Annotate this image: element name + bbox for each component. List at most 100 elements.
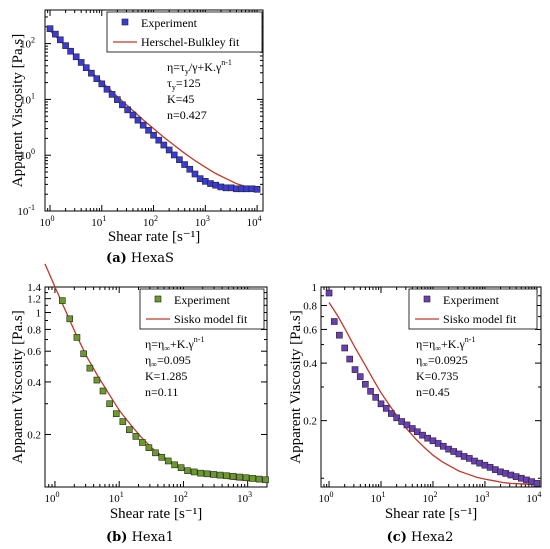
chart-panel-b: 100 101 102 103 0.2 0.4 0.6 0.8 11.21.4 Shear rat… <box>10 263 269 545</box>
data-point <box>67 47 74 55</box>
model-annotation-line: η=η∞+K.γn-1 <box>145 335 204 353</box>
data-point <box>184 467 191 474</box>
legend: Experiment Sisko model fit <box>408 288 538 330</box>
fit-line-series <box>328 302 537 486</box>
data-point <box>362 380 369 388</box>
x-tick-label: 100 <box>44 490 59 505</box>
data-point <box>152 449 159 457</box>
data-point <box>242 474 250 482</box>
data-point <box>82 64 90 71</box>
data-point <box>139 439 146 446</box>
data-point <box>134 116 142 124</box>
legend-label-fit: Sisko model fit <box>174 312 248 326</box>
data-point <box>160 141 168 149</box>
y-tick-label: 0.2 <box>27 429 41 441</box>
data-point <box>93 376 101 384</box>
model-annotation-line: η∞=0.0925 <box>416 353 468 369</box>
y-axis-title: Apparent Viscosity [Pa.s] <box>10 310 26 463</box>
data-point <box>346 355 354 363</box>
data-point <box>382 405 390 412</box>
data-point <box>170 151 178 159</box>
data-point <box>150 131 157 139</box>
data-point <box>72 53 80 61</box>
data-point <box>197 469 204 477</box>
data-point <box>403 421 411 429</box>
y-tick-label: 0.6 <box>303 324 317 336</box>
model-annotation-line: n=0.45 <box>416 385 450 399</box>
x-tick-label: 102 <box>422 490 437 505</box>
x-axis-title: Shear rate [s⁻¹] <box>108 229 200 245</box>
y-tick-label: 100 <box>20 147 35 162</box>
data-point <box>145 126 152 134</box>
data-point <box>223 472 230 480</box>
panel-caption: (b) Hexa1 <box>106 530 174 545</box>
data-point <box>86 364 94 372</box>
data-point <box>80 350 87 358</box>
legend-label-fit: Herschel-Bulkley fit <box>141 35 240 49</box>
legend-box <box>106 11 263 53</box>
data-point <box>351 366 359 373</box>
legend-label-experiment: Experiment <box>174 293 231 307</box>
x-tick-label: 100 <box>319 490 334 505</box>
data-point <box>393 414 400 422</box>
data-point <box>253 185 261 193</box>
model-annotation-line: η=τy/γ+K.γn-1 <box>167 58 232 76</box>
data-point <box>139 121 147 129</box>
data-point <box>119 101 126 109</box>
x-tick-label: 100 <box>40 214 55 229</box>
data-point <box>325 289 333 297</box>
y-tick-label: 10-1 <box>17 203 35 218</box>
data-point <box>177 464 185 472</box>
model-annotation-line: K=0.735 <box>416 369 458 383</box>
plot-frame <box>44 286 268 488</box>
data-point <box>119 418 127 425</box>
y-tick-label: 0.4 <box>303 358 317 370</box>
data-point <box>181 161 188 168</box>
x-tick-label: 101 <box>109 490 124 505</box>
y-tick-label: 1.4 <box>27 282 41 294</box>
chart-panel-c: 100 101 102 103 104 0.2 0.4 0.6 0.8 1 Shear rate [… <box>288 282 542 545</box>
data-point <box>356 373 364 380</box>
legend: Experiment Herschel-Bulkley fit <box>106 11 263 53</box>
y-tick-label: 102 <box>20 36 35 51</box>
y-tick-label: 101 <box>20 91 35 106</box>
data-point <box>93 75 101 82</box>
x-tick-label: 104 <box>247 214 262 229</box>
data-point <box>377 400 385 408</box>
x-tick-label: 102 <box>173 490 188 505</box>
data-point <box>210 471 217 478</box>
model-annotation-line: K=1.285 <box>145 369 187 383</box>
model-annotation-line: K=45 <box>167 92 194 106</box>
legend-box <box>408 288 538 330</box>
y-tick-label: 0.2 <box>303 416 317 428</box>
data-point <box>372 394 379 401</box>
x-tick-label: 101 <box>371 490 386 505</box>
data-point <box>398 418 405 425</box>
data-point <box>77 59 85 66</box>
data-point <box>249 475 256 482</box>
data-point <box>236 473 243 481</box>
data-point <box>114 96 121 103</box>
data-point <box>341 344 348 352</box>
data-point <box>203 470 211 478</box>
x-axis-title: Shear rate [s⁻¹] <box>110 506 202 522</box>
y-tick-label: 1.2 <box>27 294 41 306</box>
y-tick-label: 1 <box>312 282 318 294</box>
data-point <box>533 480 541 487</box>
y-tick-label: 0.6 <box>27 346 41 358</box>
model-annotation-line: η=η∞+K.γn-1 <box>416 335 475 353</box>
data-point <box>124 106 131 114</box>
data-point <box>129 111 137 119</box>
data-point <box>112 410 120 418</box>
data-point <box>229 473 237 480</box>
x-tick-label: 103 <box>195 214 210 229</box>
model-annotation-line: n=0.427 <box>167 108 207 122</box>
fit-line-series <box>49 30 258 190</box>
data-point <box>186 165 194 173</box>
data-point <box>158 453 166 461</box>
data-point <box>66 315 74 323</box>
panel-caption: (c) Hexa2 <box>387 530 454 545</box>
model-annotation-line: η∞=0.095 <box>145 353 191 369</box>
data-point <box>336 331 343 339</box>
